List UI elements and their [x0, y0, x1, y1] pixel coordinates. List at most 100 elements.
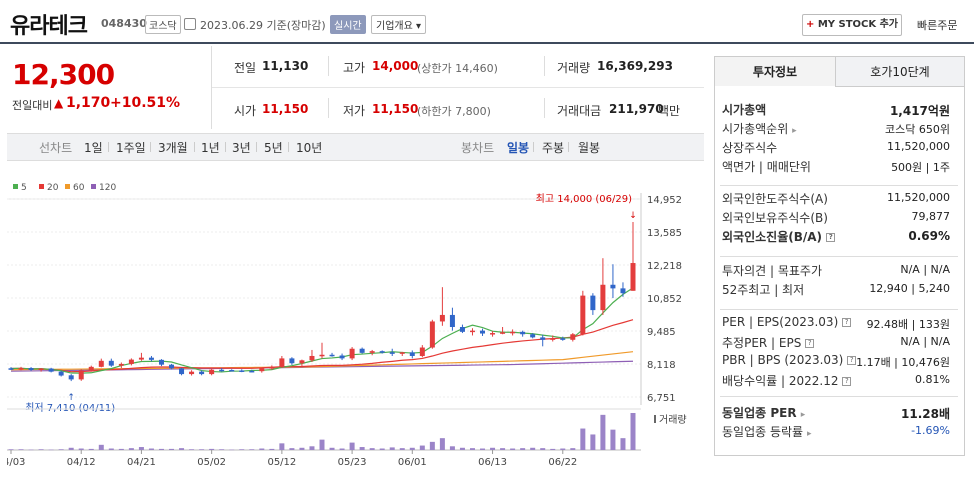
- info-icon[interactable]: ?: [842, 318, 852, 327]
- volume-bar: [329, 447, 335, 450]
- change-label: 전일대비: [12, 99, 53, 112]
- line-chart-label: 선차트: [39, 141, 73, 155]
- info-value: 12,940 | 5,240: [869, 282, 950, 295]
- investment-info-panel: [714, 56, 965, 456]
- info-icon[interactable]: ?: [842, 377, 852, 386]
- divider: [720, 256, 958, 257]
- divider: [720, 185, 958, 186]
- chart-period-tabs: [7, 133, 704, 161]
- tab-1year[interactable]: 1년: [201, 141, 220, 155]
- prev-close-value: 11,130: [262, 59, 309, 73]
- volume-bar: [319, 439, 325, 450]
- x-tick-label: 04/21: [127, 457, 156, 468]
- candle-body: [319, 354, 325, 357]
- divider: [328, 98, 329, 118]
- high-annotation: 최고 14,000 (06/29): [536, 193, 632, 205]
- volume-bar: [590, 434, 596, 450]
- info-value: 500원 | 1주: [891, 161, 950, 174]
- tab-10year[interactable]: 10년: [296, 141, 323, 155]
- tab-5year[interactable]: 5년: [264, 141, 283, 155]
- candle-body: [540, 337, 546, 340]
- legend-label: 60: [73, 183, 85, 193]
- candle-body: [279, 358, 285, 368]
- info-value: 11,520,000: [887, 191, 950, 204]
- candle-body: [68, 375, 74, 380]
- low-label: 저가: [343, 104, 366, 118]
- info-label-text: 상장주식수: [722, 141, 778, 155]
- chevron-right-icon: ▸: [800, 410, 806, 420]
- candle-body: [309, 355, 315, 361]
- tab-investment-info[interactable]: 투자정보: [715, 57, 835, 87]
- price-chart[interactable]: 14,952 13,585 12,218 10,852 9,485 8,118 6,751 5…: [7, 175, 704, 475]
- info-label-text: 외국인한도주식수(A): [722, 192, 828, 206]
- info-label[interactable]: 동일업종 등락률 ▸: [722, 423, 811, 440]
- volume-bar: [118, 448, 124, 450]
- candle-body: [58, 371, 64, 376]
- info-value: 92.48배 | 133원: [866, 318, 950, 331]
- info-label[interactable]: 추정PER | EPS ?: [722, 334, 815, 351]
- candle-body: [28, 368, 34, 370]
- y-tick-label: 12,218: [647, 261, 682, 272]
- volume-bar: [38, 449, 44, 450]
- info-label-text: 외국인소진율(B/A): [722, 230, 823, 244]
- info-icon[interactable]: ?: [826, 233, 836, 242]
- volume-bar: [78, 448, 84, 450]
- info-label: 액면가 | 매매단위: [722, 158, 811, 175]
- volume-bar: [449, 446, 455, 450]
- candle-body: [179, 368, 185, 375]
- y-tick-label: 14,952: [647, 195, 682, 206]
- candle-body: [490, 333, 496, 335]
- info-label: 외국인한도주식수(A): [722, 190, 828, 207]
- add-my-stock-button[interactable]: + MY STOCK 추가: [802, 14, 902, 36]
- info-label[interactable]: 외국인소진율(B/A) ?: [722, 228, 836, 245]
- volume-bar: [560, 448, 566, 450]
- volume-bar: [459, 447, 465, 450]
- candle-body: [98, 360, 104, 367]
- info-value: 11.28배: [901, 407, 950, 421]
- volume-bar: [389, 447, 395, 450]
- volume-bar: [490, 447, 496, 450]
- tab-1day[interactable]: 1일: [84, 141, 103, 155]
- tab-monthly[interactable]: 월봉: [578, 141, 601, 155]
- candle-chart-label: 봉차트: [461, 141, 495, 155]
- candle-body: [118, 363, 124, 366]
- volume-bar: [399, 448, 405, 450]
- info-label[interactable]: 배당수익률 | 2022.12 ?: [722, 372, 852, 389]
- candle-body: [108, 360, 114, 366]
- tab-1week[interactable]: 1주일: [116, 141, 146, 155]
- info-label[interactable]: PBR | BPS (2023.03) ?: [722, 353, 857, 367]
- price-box: [0, 46, 212, 129]
- info-label[interactable]: 시가총액순위 ▸: [722, 120, 797, 137]
- info-icon[interactable]: ?: [805, 339, 815, 348]
- tab-orderbook[interactable]: 호가10단계: [835, 57, 964, 87]
- price-change-pct: +10.51%: [110, 95, 181, 111]
- tab-3month[interactable]: 3개월: [158, 141, 188, 155]
- low-annotation: 최저 7,410 (04/11): [25, 402, 115, 414]
- info-label[interactable]: 동일업종 PER ▸: [722, 404, 805, 421]
- tab-daily[interactable]: 일봉: [507, 141, 530, 155]
- candle-body: [560, 338, 566, 340]
- info-icon[interactable]: ?: [847, 356, 857, 365]
- up-arrow-icon: ↑: [67, 393, 75, 403]
- volume-bar: [429, 441, 435, 450]
- info-label-text: 투자의견 | 목표주가: [722, 264, 822, 278]
- realtime-button[interactable]: 실시간: [330, 15, 366, 34]
- info-value: 코스닥 650위: [885, 123, 950, 136]
- candle-body: [38, 368, 44, 371]
- info-label-text: PBR | BPS (2023.03): [722, 353, 844, 367]
- candle-body: [349, 348, 355, 359]
- volume-bar: [600, 414, 606, 450]
- company-overview-dropdown[interactable]: 기업개요 ▾: [371, 15, 426, 34]
- volume-bar: [580, 428, 586, 450]
- volume-bar: [48, 449, 54, 451]
- info-label[interactable]: PER | EPS(2023.03) ?: [722, 315, 852, 329]
- info-label-text: 추정PER | EPS: [722, 336, 802, 350]
- quick-order-link[interactable]: 빠른주문: [917, 19, 958, 32]
- candle-body: [620, 288, 626, 294]
- tab-3year[interactable]: 3년: [232, 141, 251, 155]
- market-badge: 코스닥: [145, 15, 181, 34]
- volume-bar: [199, 449, 205, 450]
- open-label: 시가: [234, 104, 257, 118]
- tab-weekly[interactable]: 주봉: [542, 141, 565, 155]
- y-tick-label: 9,485: [647, 327, 676, 338]
